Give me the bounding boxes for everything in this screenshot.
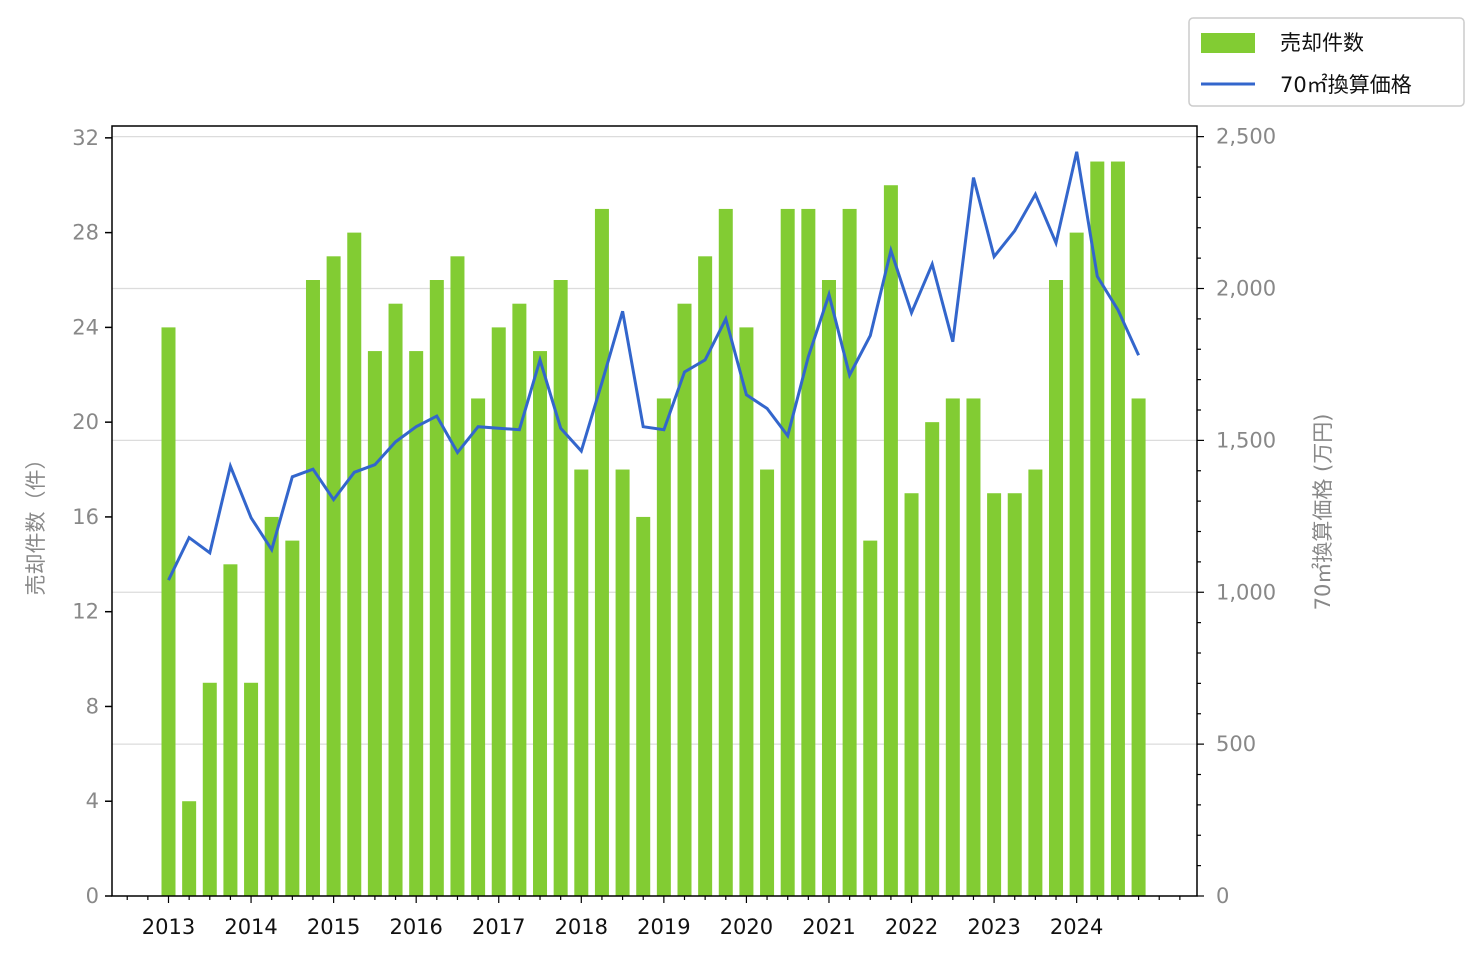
bar [409, 351, 424, 897]
right-tick-label: 500 [1216, 732, 1256, 756]
bar [223, 564, 238, 896]
x-tick-label: 2021 [802, 915, 855, 939]
bar [367, 351, 382, 897]
legend-bar-swatch [1201, 33, 1255, 53]
bar [1007, 493, 1022, 896]
bar [512, 303, 527, 896]
right-axis-title: 70㎡換算価格 (万円) [1311, 414, 1335, 611]
bar [656, 398, 671, 896]
bar [739, 327, 754, 896]
bar [285, 540, 300, 896]
bar [182, 801, 197, 896]
bar [1131, 398, 1146, 896]
right-tick-label: 2,000 [1216, 277, 1276, 301]
bar [842, 208, 857, 896]
bar [1069, 232, 1084, 897]
bar [471, 398, 486, 896]
bar [698, 256, 713, 896]
x-tick-label: 2018 [555, 915, 608, 939]
bar [1049, 280, 1064, 896]
bar [883, 185, 898, 896]
left-axis: 0 4 8 12 16 20 24 28 32 [72, 126, 112, 908]
bar [863, 540, 878, 896]
bar [1090, 161, 1105, 897]
legend: 売却件数 70㎡換算価格 [1188, 17, 1465, 107]
right-axis: 0 500 1,000 1,500 2,000 2,500 [1197, 125, 1276, 908]
x-tick-label: 2023 [967, 915, 1020, 939]
line-series [167, 151, 1140, 581]
bar [925, 422, 940, 896]
left-tick-label: 16 [72, 505, 99, 529]
bar [677, 303, 692, 896]
right-tick-label: 2,500 [1216, 125, 1276, 149]
x-tick-label: 2015 [307, 915, 360, 939]
left-tick-label: 8 [86, 694, 99, 718]
bar-series [161, 161, 1146, 897]
bar [636, 516, 651, 896]
x-tick-label: 2014 [224, 915, 277, 939]
x-tick-label: 2016 [389, 915, 442, 939]
legend-line-label: 70㎡換算価格 [1280, 73, 1412, 97]
bar [945, 398, 960, 896]
x-tick-label: 2017 [472, 915, 525, 939]
bar [305, 280, 320, 896]
price-line [167, 151, 1140, 581]
x-tick-label: 2019 [637, 915, 690, 939]
left-axis-title: 売却件数（件） [24, 449, 48, 596]
bar [553, 280, 568, 896]
x-tick-label: 2020 [720, 915, 773, 939]
bar [264, 516, 279, 896]
bar [429, 280, 444, 896]
bar [594, 208, 609, 896]
left-tick-label: 4 [86, 789, 99, 813]
bar [574, 469, 589, 896]
bar [801, 208, 816, 896]
bar [966, 398, 981, 896]
bar [326, 256, 341, 896]
right-tick-label: 1,500 [1216, 428, 1276, 452]
left-tick-label: 32 [72, 126, 99, 150]
x-tick-label: 2013 [142, 915, 195, 939]
bar [987, 493, 1002, 896]
bar [904, 493, 919, 896]
left-tick-label: 12 [72, 600, 99, 624]
left-tick-label: 20 [72, 410, 99, 434]
bar [161, 327, 176, 896]
left-tick-label: 28 [72, 221, 99, 245]
plot-frame [111, 125, 1198, 897]
x-tick-label: 2022 [885, 915, 938, 939]
x-axis: 2013 2014 2015 2016 2017 2018 2019 2020 2021 2022… [126, 896, 1181, 939]
left-tick-label: 0 [86, 884, 99, 908]
bar [760, 469, 775, 896]
left-tick-label: 24 [72, 315, 99, 339]
bar [244, 682, 259, 896]
bar [388, 303, 403, 896]
right-tick-label: 0 [1216, 884, 1229, 908]
bar [780, 208, 795, 896]
bar [533, 351, 548, 897]
bar [347, 232, 362, 897]
bar [615, 469, 630, 896]
bar [202, 682, 217, 896]
bar [491, 327, 506, 896]
right-tick-label: 1,000 [1216, 580, 1276, 604]
x-tick-label: 2024 [1050, 915, 1103, 939]
bar [450, 256, 465, 896]
bar [821, 280, 836, 896]
bar [1110, 161, 1125, 897]
bar [1028, 469, 1043, 896]
legend-bar-label: 売却件数 [1280, 31, 1364, 55]
legend-box [1188, 17, 1465, 107]
bar [718, 208, 733, 896]
